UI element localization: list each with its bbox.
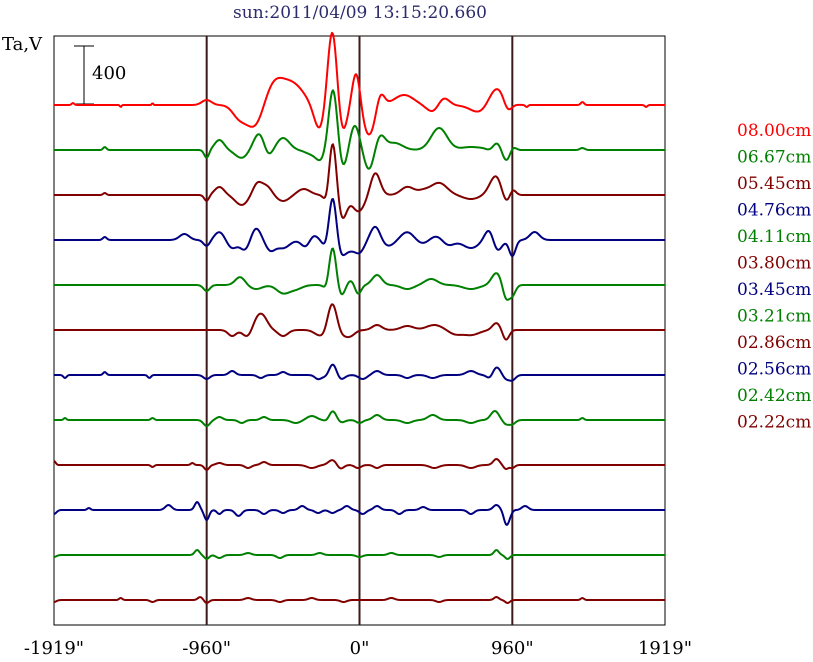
legend-entry-03.80cm: 03.80cm — [737, 254, 811, 274]
trace-02.42cm — [53, 549, 665, 560]
trace-06.67cm — [54, 89, 665, 170]
y-axis-label: Ta,V — [2, 34, 43, 55]
scale-bar-label: 400 — [92, 63, 126, 84]
scale-bar: 400 — [74, 45, 126, 105]
trace-02.86cm — [53, 458, 665, 471]
trace-04.11cm — [54, 247, 665, 301]
x-tick-label-1: -960" — [182, 638, 231, 659]
legend-entry-04.76cm: 04.76cm — [737, 201, 811, 221]
legend-entry-03.45cm: 03.45cm — [737, 280, 811, 300]
traces — [53, 31, 665, 604]
legend-entry-03.21cm: 03.21cm — [737, 307, 811, 327]
legend-entry-05.45cm: 05.45cm — [737, 174, 811, 194]
legend-entry-04.11cm: 04.11cm — [737, 227, 811, 247]
chart-title: sun:2011/04/09 13:15:20.660 — [233, 3, 487, 23]
legend-entry-02.56cm: 02.56cm — [737, 360, 811, 380]
x-tick-label-2: 0" — [350, 638, 370, 659]
trace-02.56cm — [53, 501, 665, 526]
x-tick-label-3: 960" — [491, 638, 534, 659]
legend-entry-02.86cm: 02.86cm — [737, 333, 811, 353]
x-tick-label-0: -1919" — [24, 638, 84, 659]
trace-02.22cm — [53, 596, 665, 604]
trace-05.45cm — [54, 143, 665, 219]
x-tick-labels: -1919" -960" 0" 960" 1919" — [24, 638, 692, 659]
trace-03.80cm — [54, 303, 665, 341]
trace-04.76cm — [54, 198, 665, 257]
trace-08.00cm — [54, 31, 665, 136]
legend-entry-02.22cm: 02.22cm — [737, 413, 811, 433]
x-tick-label-4: 1919" — [638, 638, 692, 659]
legend-entry-06.67cm: 06.67cm — [737, 148, 811, 168]
trace-03.21cm — [54, 410, 665, 427]
legend-entry-08.00cm: 08.00cm — [737, 121, 811, 141]
trace-03.45cm — [54, 363, 665, 382]
legend-entry-02.42cm: 02.42cm — [737, 386, 811, 406]
legend: 08.00cm 06.67cm 05.45cm 04.76cm 04.11cm 03.80… — [737, 121, 811, 433]
